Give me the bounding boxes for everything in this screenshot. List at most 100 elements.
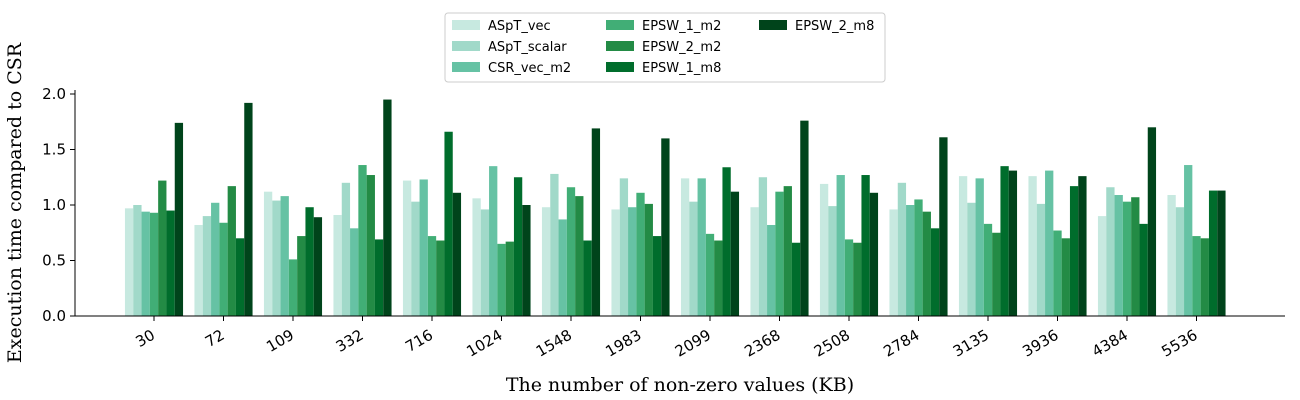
x-tick-label: 109 — [263, 326, 297, 356]
bar-EPSW_1_m8-1024 — [513, 177, 523, 316]
bar-EPSW_1_m8-4384 — [1139, 223, 1148, 316]
bar-EPSW_1_m2-2368 — [775, 191, 784, 316]
bar-EPSW_2_m2-1983 — [644, 203, 653, 316]
x-tick-label: 716 — [402, 326, 436, 356]
y-tick-label: 1.5 — [42, 141, 66, 159]
bar-EPSW_1_m2-2099 — [705, 233, 715, 316]
y-tick-label: 2.0 — [42, 85, 66, 103]
bar-EPSW_1_m8-72 — [235, 238, 245, 316]
legend-label-ASpT_scalar: ASpT_scalar — [488, 40, 567, 55]
bar-CSR_vec_m2-2784 — [906, 205, 915, 316]
bar-EPSW_1_m2-72 — [219, 222, 228, 316]
bar-EPSW_2_m8-2784 — [939, 137, 948, 316]
bar-CSR_vec_m2-1548 — [558, 219, 567, 316]
bar-EPSW_1_m2-30 — [149, 212, 159, 316]
bar-EPSW_2_m2-1548 — [575, 196, 584, 316]
bar-EPSW_1_m8-2368 — [791, 242, 801, 316]
bar-ASpT_scalar-109 — [272, 200, 281, 316]
bar-EPSW_1_m2-3936 — [1053, 230, 1062, 316]
bar-ASpT_vec-72 — [194, 224, 203, 316]
bar-ASpT_scalar-4384 — [1106, 187, 1115, 316]
bar-ASpT_vec-109 — [263, 191, 273, 316]
bar-EPSW_2_m2-109 — [297, 236, 306, 316]
bar-EPSW_2_m8-1024 — [522, 205, 531, 316]
x-tick-label: 332 — [333, 326, 367, 356]
bar-ASpT_vec-1548 — [541, 207, 551, 316]
bar-CSR_vec_m2-2099 — [697, 178, 706, 316]
legend: ASpT_vec ASpT_scalar CSR_vec_m2 EPSW_1_m2 EP… — [444, 12, 886, 83]
legend-swatch-EPSW_2_m8 — [759, 20, 787, 30]
bars-group — [124, 99, 1226, 316]
x-tick-label: 2508 — [811, 326, 853, 361]
bar-ASpT_vec-30 — [124, 208, 134, 316]
bar-EPSW_2_m8-2508 — [869, 192, 879, 316]
x-tick-label: 2784 — [880, 326, 922, 361]
bar-ASpT_vec-2368 — [750, 207, 759, 316]
bar-EPSW_2_m2-2368 — [783, 186, 792, 316]
bar-ASpT_vec-1983 — [611, 209, 620, 316]
x-tick-label: 3936 — [1019, 326, 1061, 361]
x-tick-label: 5536 — [1158, 326, 1200, 361]
bar-EPSW_1_m2-2508 — [844, 239, 854, 316]
bar-CSR_vec_m2-332 — [350, 228, 359, 316]
bar-EPSW_2_m8-716 — [452, 192, 462, 316]
bar-CSR_vec_m2-716 — [419, 179, 428, 316]
y-axis-title: Execution time compared to CSR — [4, 42, 26, 363]
bar-EPSW_1_m8-109 — [305, 207, 314, 316]
bar-EPSW_2_m2-2784 — [922, 211, 931, 316]
legend-label-EPSW_2_m2: EPSW_2_m2 — [642, 40, 721, 55]
bar-CSR_vec_m2-5536 — [1184, 165, 1193, 316]
bar-EPSW_2_m2-716 — [436, 240, 445, 316]
bar-EPSW_1_m8-3936 — [1069, 186, 1079, 316]
x-tick-label: 4384 — [1089, 326, 1131, 361]
bar-ASpT_vec-3135 — [958, 176, 968, 316]
legend-label-EPSW_1_m8: EPSW_1_m8 — [642, 61, 721, 76]
legend-swatch-EPSW_2_m2 — [606, 41, 634, 51]
bar-EPSW_2_m8-1548 — [591, 128, 601, 316]
bar-EPSW_1_m8-1548 — [583, 240, 592, 316]
bar-EPSW_2_m8-30 — [174, 122, 184, 316]
bar-ASpT_vec-2099 — [680, 178, 690, 316]
y-ticks-group: 0.0 0.5 1.0 1.5 2.0 — [42, 85, 75, 325]
bar-EPSW_1_m2-332 — [358, 165, 367, 316]
legend-frame — [444, 12, 886, 83]
bar-ASpT_scalar-72 — [202, 216, 212, 316]
bar-EPSW_1_m8-332 — [374, 239, 384, 316]
bar-ASpT_scalar-332 — [341, 182, 351, 316]
x-tick-label: 1983 — [602, 326, 644, 361]
bar-EPSW_2_m8-3936 — [1078, 176, 1087, 316]
bar-CSR_vec_m2-2368 — [767, 224, 776, 316]
y-tick-label: 0.0 — [42, 307, 66, 325]
bar-EPSW_1_m2-1983 — [636, 192, 645, 316]
x-axis-title: The number of non-zero values (KB) — [506, 374, 854, 396]
legend-label-EPSW_1_m2: EPSW_1_m2 — [642, 19, 721, 34]
legend-label-ASpT_vec: ASpT_vec — [488, 19, 551, 34]
legend-swatch-ASpT_vec — [452, 20, 480, 30]
bar-CSR_vec_m2-72 — [211, 202, 220, 316]
x-tick-label: 2368 — [741, 326, 783, 361]
legend-swatch-CSR_vec_m2 — [452, 62, 480, 72]
bar-ASpT_vec-1024 — [472, 198, 481, 316]
bar-ASpT_scalar-2508 — [828, 206, 837, 316]
bar-CSR_vec_m2-2508 — [836, 175, 845, 316]
bar-EPSW_1_m2-1024 — [497, 243, 506, 316]
bar-EPSW_1_m8-2508 — [861, 175, 870, 316]
bar-EPSW_1_m2-1548 — [566, 187, 576, 316]
legend-label-EPSW_2_m8: EPSW_2_m8 — [795, 19, 874, 34]
bar-EPSW_2_m8-109 — [313, 217, 323, 316]
bar-EPSW_2_m2-5536 — [1200, 238, 1209, 316]
bar-EPSW_2_m2-2508 — [853, 242, 862, 316]
bar-ASpT_vec-2508 — [819, 183, 829, 316]
bar-CSR_vec_m2-109 — [280, 196, 289, 316]
bar-ASpT_vec-716 — [402, 180, 412, 316]
bar-CSR_vec_m2-1024 — [489, 166, 498, 316]
bar-EPSW_1_m8-2784 — [930, 228, 940, 316]
x-tick-label: 30 — [132, 326, 158, 351]
bar-EPSW_1_m2-4384 — [1122, 201, 1132, 316]
legend-swatch-ASpT_scalar — [452, 41, 480, 51]
x-tick-label: 1548 — [533, 326, 575, 361]
bar-EPSW_2_m2-3936 — [1061, 238, 1070, 316]
bar-EPSW_2_m8-5536 — [1217, 190, 1226, 316]
bar-CSR_vec_m2-1983 — [628, 207, 637, 316]
